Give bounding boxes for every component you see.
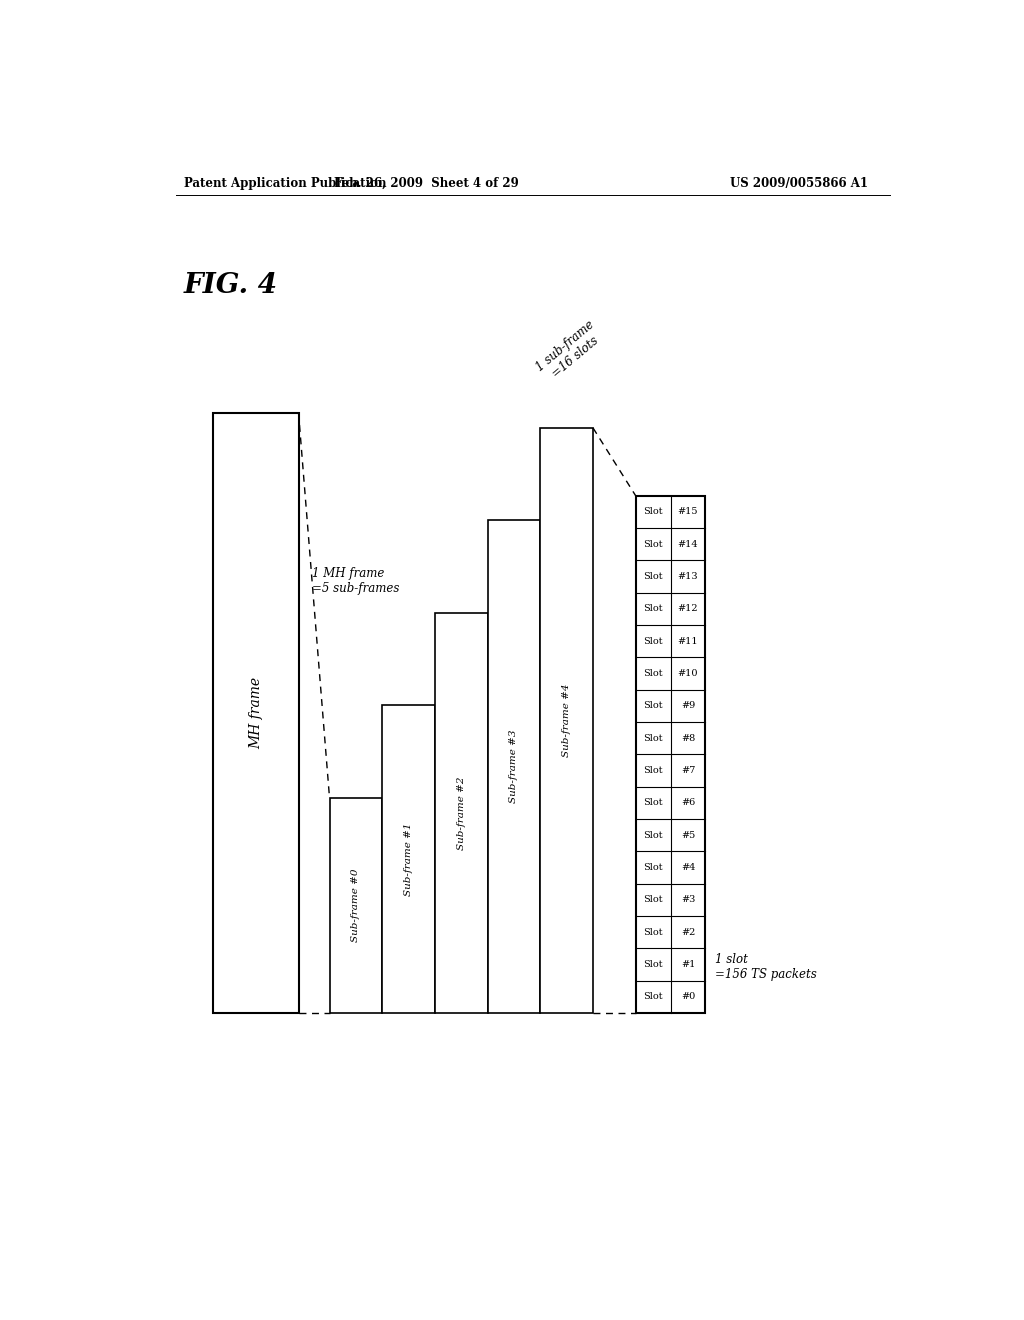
Text: #7: #7 bbox=[681, 766, 695, 775]
Text: #15: #15 bbox=[678, 507, 698, 516]
Text: Patent Application Publication: Patent Application Publication bbox=[183, 177, 386, 190]
Text: Feb. 26, 2009  Sheet 4 of 29: Feb. 26, 2009 Sheet 4 of 29 bbox=[334, 177, 519, 190]
Text: #9: #9 bbox=[681, 701, 695, 710]
Text: Slot: Slot bbox=[643, 572, 663, 581]
Text: Slot: Slot bbox=[643, 863, 663, 873]
Text: 1 slot
=156 TS packets: 1 slot =156 TS packets bbox=[715, 953, 816, 981]
Text: Slot: Slot bbox=[643, 701, 663, 710]
Text: Slot: Slot bbox=[643, 960, 663, 969]
Text: Slot: Slot bbox=[643, 669, 663, 678]
Text: Slot: Slot bbox=[643, 636, 663, 645]
Bar bbox=[541, 428, 593, 1014]
Text: FIG. 4: FIG. 4 bbox=[183, 272, 278, 298]
Text: Sub-frame #3: Sub-frame #3 bbox=[510, 730, 518, 804]
Bar bbox=[213, 413, 299, 1014]
Text: Sub-frame #4: Sub-frame #4 bbox=[562, 684, 571, 758]
Text: #12: #12 bbox=[678, 605, 698, 614]
Text: Slot: Slot bbox=[643, 799, 663, 808]
Text: Slot: Slot bbox=[643, 830, 663, 840]
Text: #11: #11 bbox=[678, 636, 698, 645]
Text: #4: #4 bbox=[681, 863, 695, 873]
Text: Slot: Slot bbox=[643, 766, 663, 775]
Text: Sub-frame #2: Sub-frame #2 bbox=[457, 776, 466, 850]
Text: #3: #3 bbox=[681, 895, 695, 904]
Text: #1: #1 bbox=[681, 960, 695, 969]
Text: MH frame: MH frame bbox=[249, 677, 263, 748]
Text: #0: #0 bbox=[681, 993, 695, 1002]
Text: #13: #13 bbox=[678, 572, 698, 581]
Text: Slot: Slot bbox=[643, 605, 663, 614]
Text: Slot: Slot bbox=[643, 993, 663, 1002]
Text: Sub-frame #1: Sub-frame #1 bbox=[404, 822, 413, 896]
Text: 1 MH frame
=5 sub-frames: 1 MH frame =5 sub-frames bbox=[312, 566, 399, 595]
Text: 1 sub-frame
=16 slots: 1 sub-frame =16 slots bbox=[535, 318, 607, 385]
Text: Slot: Slot bbox=[643, 507, 663, 516]
Text: #6: #6 bbox=[681, 799, 695, 808]
Text: Slot: Slot bbox=[643, 540, 663, 549]
Text: Slot: Slot bbox=[643, 734, 663, 743]
Text: #14: #14 bbox=[678, 540, 698, 549]
Bar bbox=[487, 520, 541, 1014]
Text: US 2009/0055866 A1: US 2009/0055866 A1 bbox=[730, 177, 868, 190]
Text: #10: #10 bbox=[678, 669, 698, 678]
Text: #8: #8 bbox=[681, 734, 695, 743]
Bar bbox=[382, 705, 435, 1014]
Bar bbox=[330, 797, 382, 1014]
Bar bbox=[435, 612, 487, 1014]
Text: #2: #2 bbox=[681, 928, 695, 937]
Text: #5: #5 bbox=[681, 830, 695, 840]
Text: Sub-frame #0: Sub-frame #0 bbox=[351, 869, 360, 942]
Text: Slot: Slot bbox=[643, 895, 663, 904]
Text: Slot: Slot bbox=[643, 928, 663, 937]
Bar bbox=[636, 496, 706, 1014]
